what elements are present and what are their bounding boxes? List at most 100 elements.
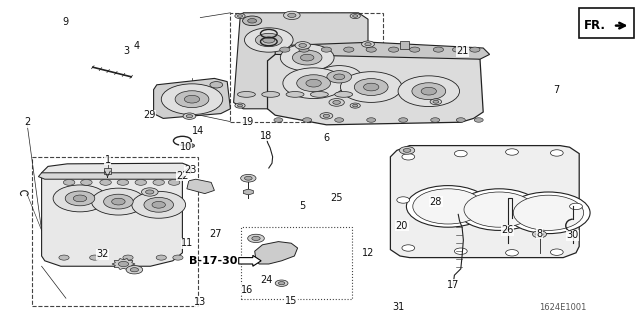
Circle shape [365, 43, 371, 46]
Circle shape [506, 250, 518, 256]
Circle shape [333, 74, 345, 80]
Circle shape [184, 95, 200, 103]
Text: 25: 25 [330, 193, 343, 204]
Circle shape [398, 76, 460, 107]
Circle shape [280, 44, 334, 71]
Circle shape [274, 118, 283, 122]
Circle shape [350, 103, 360, 108]
Circle shape [243, 16, 262, 26]
Circle shape [412, 83, 445, 100]
Bar [579, 8, 634, 38]
Text: 3: 3 [123, 46, 129, 56]
Circle shape [112, 198, 125, 205]
Circle shape [65, 191, 95, 206]
Circle shape [454, 150, 467, 157]
Circle shape [152, 202, 165, 208]
Circle shape [433, 100, 439, 103]
Circle shape [244, 176, 252, 180]
Text: 6: 6 [323, 132, 330, 143]
Circle shape [506, 149, 518, 155]
Circle shape [430, 99, 442, 105]
Circle shape [235, 103, 245, 108]
Text: 23: 23 [184, 165, 197, 175]
Circle shape [123, 255, 133, 260]
Circle shape [320, 113, 333, 119]
Polygon shape [268, 45, 483, 125]
Circle shape [456, 118, 465, 122]
Circle shape [301, 54, 314, 61]
Circle shape [397, 197, 410, 203]
Text: 28: 28 [429, 196, 442, 207]
Text: 21: 21 [456, 46, 469, 56]
Circle shape [252, 236, 260, 241]
Text: 26: 26 [501, 225, 514, 236]
Circle shape [536, 232, 543, 236]
Circle shape [470, 47, 480, 52]
Ellipse shape [237, 92, 255, 97]
Circle shape [353, 104, 358, 107]
Text: 1: 1 [104, 155, 111, 165]
Circle shape [402, 245, 415, 251]
Polygon shape [243, 189, 253, 195]
Circle shape [388, 47, 399, 52]
Circle shape [118, 261, 129, 267]
Text: 9: 9 [63, 17, 69, 28]
Circle shape [126, 266, 143, 274]
Circle shape [237, 15, 243, 17]
Circle shape [144, 197, 173, 212]
Polygon shape [234, 13, 368, 109]
Ellipse shape [286, 92, 304, 97]
Text: B-17-30: B-17-30 [189, 256, 237, 266]
Text: 2: 2 [24, 117, 30, 127]
Circle shape [366, 47, 376, 52]
Circle shape [329, 99, 344, 106]
Circle shape [63, 180, 75, 185]
Circle shape [280, 47, 290, 52]
Circle shape [299, 44, 307, 47]
Circle shape [306, 79, 321, 87]
Text: 17: 17 [447, 280, 460, 290]
Circle shape [362, 41, 374, 47]
Polygon shape [187, 179, 214, 194]
Circle shape [513, 195, 584, 230]
Circle shape [248, 19, 257, 23]
Circle shape [402, 154, 415, 160]
Circle shape [187, 144, 195, 148]
Circle shape [344, 47, 354, 52]
Polygon shape [255, 242, 298, 264]
Circle shape [278, 282, 285, 285]
Text: 10: 10 [179, 142, 192, 152]
Polygon shape [112, 259, 135, 269]
Circle shape [59, 255, 69, 260]
Circle shape [81, 180, 92, 185]
Circle shape [458, 189, 541, 230]
Ellipse shape [262, 92, 280, 97]
Circle shape [295, 42, 310, 49]
Circle shape [104, 194, 133, 209]
Circle shape [335, 118, 344, 122]
Polygon shape [42, 163, 191, 266]
Polygon shape [275, 42, 490, 59]
Circle shape [333, 100, 340, 104]
Circle shape [299, 47, 309, 52]
Circle shape [283, 68, 344, 99]
Bar [32, 157, 198, 306]
Text: 12: 12 [362, 248, 374, 258]
Circle shape [464, 192, 534, 227]
Circle shape [53, 185, 107, 212]
Circle shape [421, 87, 436, 95]
Circle shape [355, 79, 388, 95]
Circle shape [303, 118, 312, 122]
Circle shape [353, 15, 358, 17]
Text: 20: 20 [396, 220, 408, 231]
Circle shape [550, 249, 563, 255]
Circle shape [156, 255, 166, 260]
Bar [230, 13, 383, 122]
Circle shape [452, 47, 463, 52]
Circle shape [255, 33, 282, 47]
Circle shape [131, 268, 139, 272]
Circle shape [431, 118, 440, 122]
Circle shape [403, 148, 411, 152]
Circle shape [186, 115, 193, 118]
Circle shape [406, 186, 490, 227]
